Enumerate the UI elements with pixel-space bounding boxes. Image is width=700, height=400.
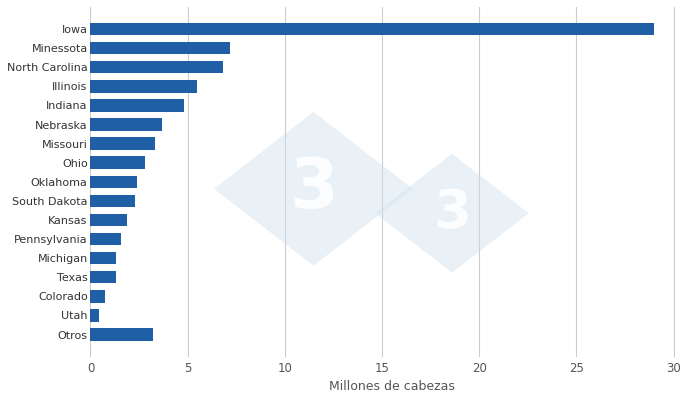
Bar — [90, 252, 116, 264]
Bar — [90, 156, 145, 169]
Text: 3: 3 — [289, 155, 338, 222]
Bar — [90, 271, 116, 284]
Bar — [90, 233, 120, 245]
Bar — [90, 328, 153, 341]
Bar — [90, 214, 127, 226]
Bar — [90, 118, 162, 131]
Bar — [90, 137, 155, 150]
Bar — [90, 309, 99, 322]
Bar — [90, 195, 135, 207]
Bar — [90, 176, 137, 188]
X-axis label: Millones de cabezas: Millones de cabezas — [329, 380, 455, 393]
Bar — [90, 23, 654, 35]
Bar — [90, 80, 197, 92]
Bar — [90, 61, 223, 74]
Polygon shape — [214, 112, 413, 266]
Bar — [90, 290, 105, 302]
Bar — [90, 99, 184, 112]
Polygon shape — [375, 154, 529, 273]
Text: 3: 3 — [433, 187, 471, 239]
Bar — [90, 42, 230, 54]
